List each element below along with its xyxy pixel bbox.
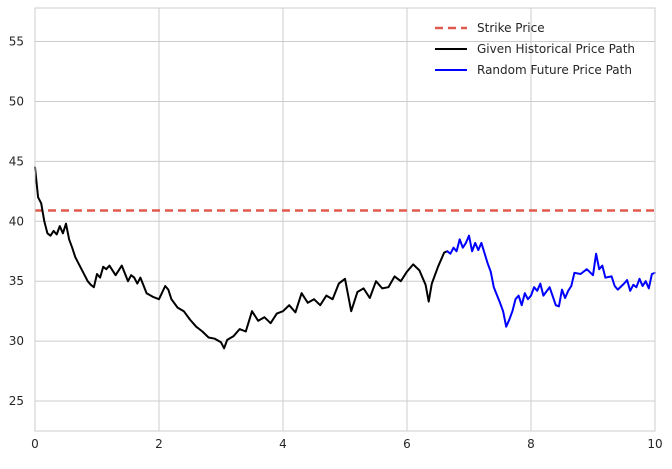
y-tick-label: 35: [9, 274, 24, 288]
x-tick-label: 10: [647, 437, 662, 451]
y-tick-label: 40: [9, 214, 24, 228]
x-tick-label: 6: [403, 437, 411, 451]
future-price-path-line: [446, 234, 656, 328]
legend-label-future: Random Future Price Path: [477, 63, 632, 77]
y-tick-label: 55: [9, 35, 24, 49]
historical-price-path-line: [34, 166, 449, 350]
y-tick-label: 45: [9, 154, 24, 168]
legend: Strike Price Given Historical Price Path…: [435, 21, 635, 77]
plot-background: [35, 8, 655, 431]
series-layer: [34, 166, 656, 350]
y-tick-label: 25: [9, 394, 24, 408]
tick-labels: 0 2 4 6 8 10 25 30 35 40 45 50 55: [9, 35, 663, 451]
legend-label-historical: Given Historical Price Path: [477, 42, 635, 56]
x-tick-label: 0: [31, 437, 39, 451]
x-tick-label: 2: [155, 437, 163, 451]
y-tick-label: 50: [9, 94, 24, 108]
plot-frame: [34, 7, 656, 432]
y-tick-label: 30: [9, 334, 24, 348]
x-tick-label: 4: [279, 437, 287, 451]
legend-label-strike-price: Strike Price: [477, 21, 545, 35]
x-tick-label: 8: [527, 437, 535, 451]
